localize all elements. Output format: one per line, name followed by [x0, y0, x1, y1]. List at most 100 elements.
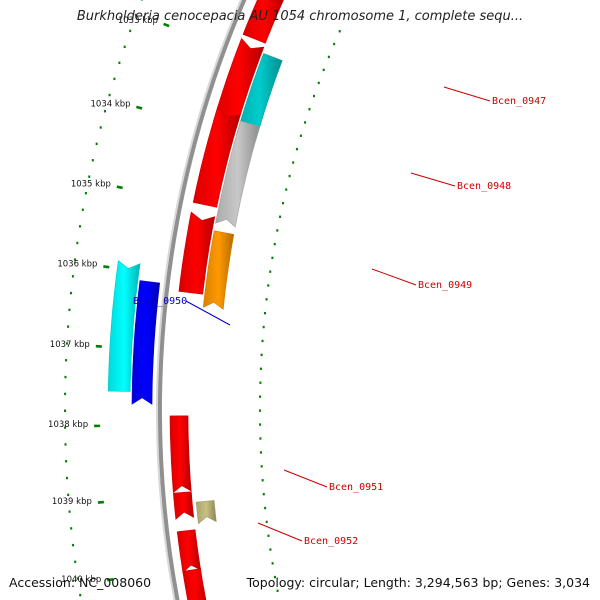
gc-skew-dot [113, 77, 116, 81]
gc-content-dot [285, 188, 288, 191]
gc-skew-dot [65, 342, 68, 345]
tick-mark [163, 22, 170, 28]
tick-mark [106, 577, 114, 582]
gc-skew-dot [74, 258, 77, 261]
gc-skew-dot [140, 0, 143, 1]
gc-content-dot [260, 465, 263, 468]
gc-skew-dot [76, 577, 79, 580]
gc-content-dot [259, 409, 262, 412]
gc-skew-dot [118, 61, 121, 64]
gc-skew-dot [91, 159, 94, 162]
leader-line [410, 172, 456, 187]
gc-skew-dot [71, 275, 74, 278]
gc-skew-dot [99, 126, 102, 129]
gc-content-dot [292, 161, 295, 164]
gc-content-dot [267, 284, 270, 287]
gc-skew-dot [74, 560, 77, 564]
tick-label: 1038 kbp [48, 420, 88, 430]
gc-content-dot [299, 134, 302, 137]
gc-content-dot [333, 42, 336, 46]
tick-label: 1039 kbp [52, 497, 92, 507]
gc-skew-dot [129, 29, 132, 33]
tick-label: 1034 kbp [91, 99, 131, 109]
gene-label[interactable]: Bcen_0950 [133, 296, 187, 307]
gene-group [107, 0, 285, 600]
gc-skew-dot [70, 291, 73, 295]
backbone [158, 0, 247, 600]
gene-feature[interactable] [173, 491, 195, 520]
gc-content-dot [264, 311, 267, 315]
gc-content-dot [279, 215, 282, 218]
tick-label: 1033 kbp [118, 16, 158, 26]
gene-feature[interactable] [178, 211, 216, 295]
gene-label[interactable]: Bcen_0949 [418, 280, 472, 291]
gene-label[interactable]: Bcen_0952 [304, 536, 358, 547]
leader-line [371, 268, 417, 286]
gene-labels: Bcen_0947 Bcen_0948 Bcen_0949 Bcen_0950 Bcen… [133, 86, 546, 547]
gc-content-dot [259, 423, 262, 426]
gene-feature[interactable] [131, 280, 161, 405]
gc-content-dot [276, 589, 279, 592]
gc-content-dot [261, 339, 264, 343]
gc-content-dot [265, 520, 268, 524]
gc-skew-dot [108, 93, 111, 97]
map-title: Burkholderia cenocepacia AU 1054 chromos… [76, 9, 524, 24]
gc-content-dot [262, 325, 265, 329]
gc-content-dot [327, 55, 330, 59]
gc-skew-dot [67, 325, 70, 328]
gc-content-dot [261, 479, 264, 482]
tick-label: 1035 kbp [71, 179, 111, 189]
gene-feature[interactable] [213, 37, 265, 129]
gene-feature[interactable] [242, 0, 285, 44]
gc-content-dot [273, 575, 276, 579]
gene-bcen_0952[interactable] [195, 500, 217, 525]
gc-skew-dot [78, 225, 81, 228]
tick-mark [135, 105, 143, 110]
tick-mark [97, 500, 104, 504]
gc-content-dot [282, 201, 285, 205]
gc-skew-dot [65, 460, 68, 463]
gc-skew-dot [84, 191, 87, 195]
gene-bcen_0948[interactable] [215, 120, 261, 228]
gc-content-dot [269, 270, 272, 273]
gc-content-dot [273, 242, 276, 246]
gc-content-dot [259, 437, 262, 440]
gene-label[interactable]: Bcen_0948 [457, 181, 511, 192]
gc-content-dot [269, 548, 272, 551]
tick-label: 1036 kbp [57, 260, 97, 270]
gc-skew-dot [64, 409, 67, 412]
gene-feature[interactable] [176, 529, 202, 574]
gc-content-dot [259, 367, 262, 370]
tick-group: 1033 kbp 1034 kbp 1035 kbp 1036 kbp 1037 kbp… [48, 16, 170, 585]
gc-content-dot [338, 30, 341, 33]
gene-feature[interactable] [182, 568, 208, 600]
gc-skew-dot [134, 13, 137, 17]
gene-label[interactable]: Bcen_0951 [329, 482, 383, 493]
gc-content-dot [265, 298, 268, 301]
gene-feature[interactable] [192, 106, 241, 208]
gc-content-dot [322, 68, 325, 72]
gc-content-dot [271, 256, 274, 260]
gc-skew-dot [88, 175, 91, 178]
tick-label: 1037 kbp [50, 340, 90, 350]
gc-skew-dot [76, 241, 79, 245]
gc-skew-dot [66, 476, 69, 480]
gene-bcen_0950[interactable] [107, 260, 141, 392]
gc-content-dot [259, 451, 262, 454]
gc-content-dot [304, 121, 307, 124]
gc-content-dot [259, 395, 262, 398]
gc-content-dot [264, 506, 267, 510]
leader-line [283, 469, 328, 488]
gc-content-dot [267, 534, 270, 537]
gene-bcen_0951[interactable] [169, 415, 192, 494]
accession-label: Accession: NC_008060 [9, 575, 152, 590]
gc-content-dot [262, 492, 265, 496]
leader-line [257, 522, 303, 542]
tick-mark [116, 185, 123, 190]
gene-bcen_0949[interactable] [202, 230, 235, 310]
gene-label[interactable]: Bcen_0947 [492, 96, 546, 107]
gc-content-dot [312, 94, 315, 98]
topology-label: Topology: circular; Length: 3,294,563 bp… [246, 575, 590, 590]
leader-line [185, 300, 231, 326]
